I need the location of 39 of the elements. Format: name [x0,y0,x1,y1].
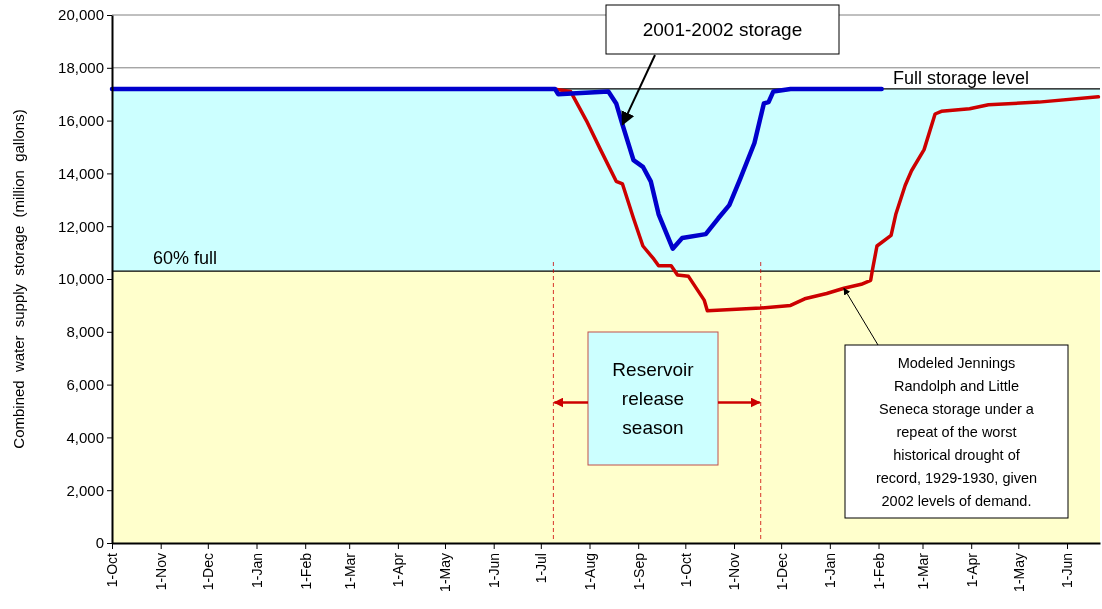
x-tick-label: 1-Jun [486,553,503,589]
x-tick-label: 1-Nov [726,553,743,591]
x-tick-label: 1-Apr [963,552,980,588]
x-tick-label: 1-Apr [390,552,407,588]
x-tick-label: 1-May [437,553,454,592]
y-tick-label: 16,000 [58,111,104,129]
line-series [109,86,884,251]
x-tick-label: 1-Jun [1059,553,1076,589]
x-tick-label: 1-Mar [341,552,358,590]
y-axis-title: Combined water supply storage (million gallons) [10,109,27,449]
annotation: 2001-2002 storage [642,19,803,41]
x-tick-label: 1-Nov [153,553,170,591]
x-tick-label: 1-Oct [104,552,121,588]
ref-line-label: Full storage level [893,67,1030,88]
annotation: Reservoir release season [612,359,695,439]
x-tick-label: 1-Dec [200,553,217,591]
y-tick-label: 2,000 [66,481,104,499]
y-tick-label: 6,000 [66,375,104,393]
x-tick-label: 1-Mar [914,552,931,590]
x-tick-label: 1-Oct [677,552,694,588]
y-tick-label: 4,000 [66,428,104,446]
y-tick-label: 14,000 [58,164,104,182]
x-tick-label: 1-Feb [870,552,887,590]
x-tick-label: 1-Jan [822,553,839,589]
y-tick-label: 10,000 [58,270,104,288]
y-tick-label: 12,000 [58,217,104,235]
annotation: Modeled Jennings Randolph and Little Seneca storage under a repeat of the worst historical drought of record, 1929-1930, given 2002 levels of demand. [875,354,1038,509]
x-tick-label: 1-Sep [630,552,647,591]
x-tick-label: 1-May [1010,553,1027,592]
y-tick-label: 18,000 [58,59,104,77]
y-tick-label: 20,000 [58,6,104,24]
x-tick-label: 1-Dec [773,553,790,591]
x-tick-label: 1-Jul [533,553,550,584]
ref-line-label: 60% full [153,248,218,269]
x-tick-label: 1-Feb [297,552,314,590]
y-tick-label: 8,000 [66,323,104,341]
y-tick-label: 0 [95,534,104,552]
x-tick-label: 1-Aug [581,553,598,591]
x-tick-label: 1-Jan [248,553,265,589]
